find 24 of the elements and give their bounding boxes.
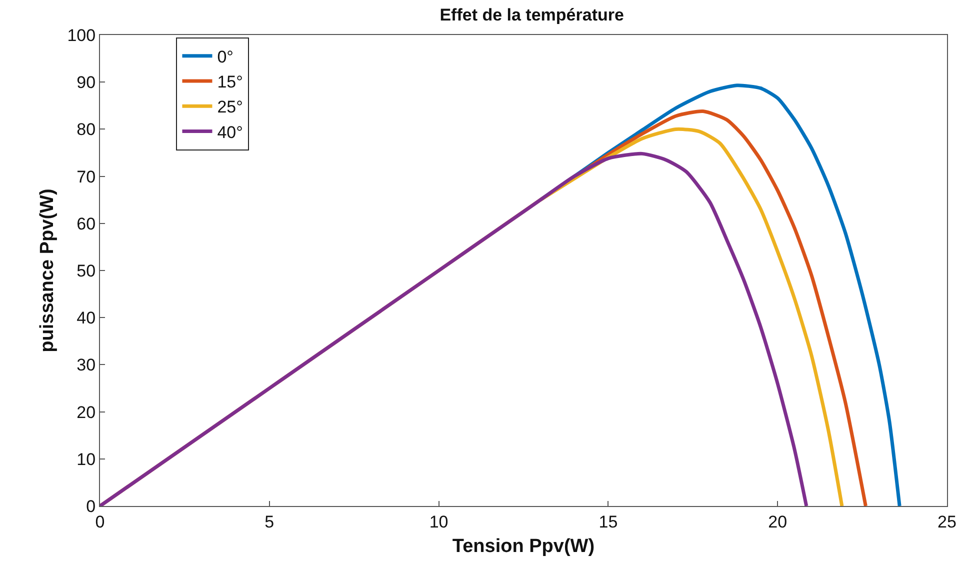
x-tick-label: 10 [429, 512, 448, 532]
y-tick-label: 40 [76, 308, 96, 328]
y-tick-label: 80 [76, 120, 96, 140]
x-tick-label: 25 [938, 512, 956, 532]
legend-label: 40° [217, 122, 243, 142]
line-series [100, 152, 808, 506]
y-axis-title: puissance Ppv(W) [37, 188, 58, 352]
y-tick-label: 0 [86, 496, 96, 516]
y-tick-label: 90 [76, 73, 96, 92]
x-axis-title: Tension Ppv(W) [452, 536, 595, 558]
legend-label: 25° [217, 98, 243, 117]
y-tick-label: 100 [67, 26, 96, 45]
x-tick-label: 15 [598, 512, 618, 532]
chart-title: Effet de la température [440, 5, 624, 24]
y-tick-label: 50 [76, 261, 96, 280]
legend-label: 0° [217, 48, 234, 67]
y-tick-label: 30 [76, 356, 96, 375]
y-tick-label: 60 [76, 214, 96, 234]
x-tick-label: 20 [768, 512, 788, 532]
y-tick-label: 20 [76, 402, 96, 422]
legend-label: 15° [217, 72, 243, 92]
y-tick-label: 70 [76, 167, 96, 186]
y-tick-label: 10 [76, 450, 96, 469]
x-tick-label: 5 [264, 512, 274, 532]
